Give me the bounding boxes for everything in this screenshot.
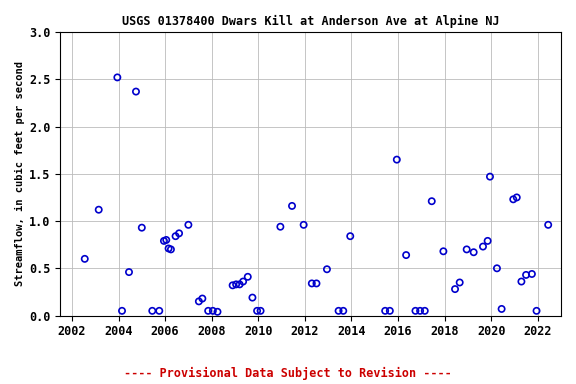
Point xyxy=(450,286,460,292)
Point xyxy=(203,308,213,314)
Point xyxy=(483,238,492,244)
Point xyxy=(307,280,316,286)
Point xyxy=(175,230,184,237)
Point xyxy=(517,278,526,285)
Point xyxy=(276,223,285,230)
Point xyxy=(184,222,193,228)
Point xyxy=(486,174,495,180)
Point xyxy=(198,295,207,301)
Point xyxy=(124,269,134,275)
Point xyxy=(415,308,425,314)
Point xyxy=(164,245,173,252)
Point xyxy=(166,246,176,252)
Point xyxy=(287,203,297,209)
Point xyxy=(160,238,169,244)
Point xyxy=(299,222,308,228)
Point xyxy=(213,309,222,315)
Point xyxy=(455,280,464,286)
Point xyxy=(427,198,437,204)
Point xyxy=(80,256,89,262)
Text: ---- Provisional Data Subject to Revision ----: ---- Provisional Data Subject to Revisio… xyxy=(124,367,452,380)
Point xyxy=(323,266,332,272)
Point xyxy=(209,308,218,314)
Point xyxy=(171,233,180,239)
Point xyxy=(147,308,157,314)
Point xyxy=(521,272,530,278)
Point xyxy=(228,282,237,288)
Point xyxy=(492,265,502,271)
Point xyxy=(411,308,420,314)
Point xyxy=(469,249,478,255)
Point xyxy=(162,237,171,243)
Point xyxy=(512,194,521,200)
Point xyxy=(479,243,488,250)
Point xyxy=(544,222,553,228)
Point xyxy=(381,308,390,314)
Point xyxy=(334,308,343,314)
Point xyxy=(137,225,146,231)
Point xyxy=(155,308,164,314)
Point xyxy=(532,308,541,314)
Y-axis label: Streamflow, in cubic feet per second: Streamflow, in cubic feet per second xyxy=(15,61,25,286)
Point xyxy=(243,274,252,280)
Point xyxy=(339,308,348,314)
Point xyxy=(118,308,127,314)
Point xyxy=(439,248,448,254)
Point xyxy=(420,308,429,314)
Point xyxy=(238,278,248,285)
Title: USGS 01378400 Dwars Kill at Anderson Ave at Alpine NJ: USGS 01378400 Dwars Kill at Anderson Ave… xyxy=(122,15,499,28)
Point xyxy=(194,298,203,305)
Point xyxy=(113,74,122,81)
Point xyxy=(94,207,103,213)
Point xyxy=(248,295,257,301)
Point xyxy=(235,281,244,288)
Point xyxy=(509,196,518,202)
Point xyxy=(131,88,141,94)
Point xyxy=(232,281,241,288)
Point xyxy=(346,233,355,239)
Point xyxy=(527,271,536,277)
Point xyxy=(497,306,506,312)
Point xyxy=(385,308,395,314)
Point xyxy=(252,308,262,314)
Point xyxy=(401,252,411,258)
Point xyxy=(256,308,265,314)
Point xyxy=(462,246,471,252)
Point xyxy=(392,157,401,163)
Point xyxy=(312,280,321,286)
